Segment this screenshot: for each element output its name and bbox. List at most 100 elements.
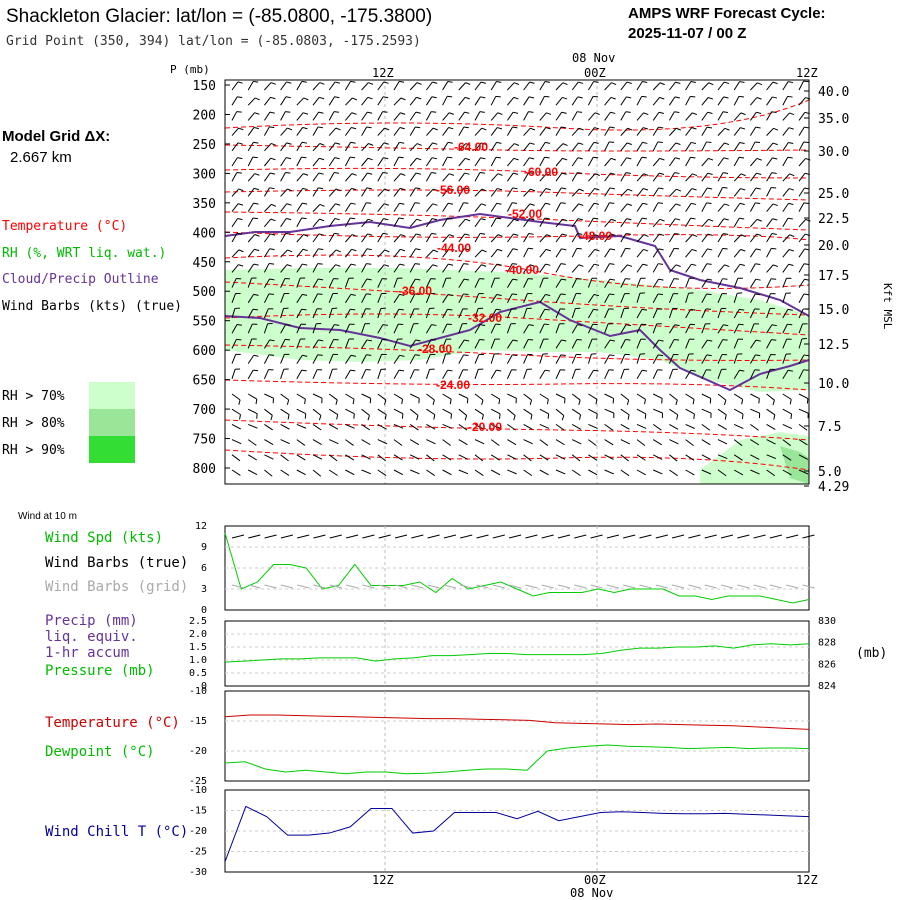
wind-barb	[539, 263, 546, 273]
wind-barb	[377, 188, 385, 197]
wind-barb	[263, 369, 269, 380]
wind-barb-flag	[692, 173, 698, 177]
wind-barb	[571, 439, 582, 445]
wind-10m-barb	[606, 534, 620, 539]
wind-barb-flag	[464, 415, 468, 421]
wind-barb	[312, 97, 320, 106]
wind-barb-flag	[350, 293, 356, 296]
wind-barb-flag	[562, 157, 568, 161]
wind-barb	[393, 202, 400, 212]
top-time-12z-a: 12Z	[372, 66, 394, 80]
wind-barb	[766, 439, 776, 445]
wind-barb-flag	[238, 264, 244, 267]
wind-barb	[733, 263, 741, 273]
wind-barb	[523, 339, 529, 349]
panel-frame	[224, 620, 810, 687]
wind-barb-flag	[238, 203, 244, 206]
wind-barb	[263, 339, 271, 349]
wind-barb	[393, 393, 403, 400]
wind-barb-flag	[544, 369, 550, 372]
wind-barb-flag	[252, 156, 258, 159]
wind-barb	[312, 408, 322, 416]
wind-barb	[766, 142, 774, 152]
wind-barb-flag	[544, 156, 550, 159]
wind-barb	[490, 249, 498, 258]
wind-barb	[393, 338, 399, 349]
wind-barb-flag	[512, 187, 518, 190]
wind-barb	[733, 142, 741, 152]
wind-barb	[668, 354, 674, 364]
wind-barb	[620, 203, 628, 212]
wind-barb	[555, 248, 562, 258]
wind-10m-barb	[590, 534, 603, 539]
wind-barb	[344, 294, 352, 304]
pressure-tick-label: 700	[193, 403, 216, 418]
wind-barb-flag	[286, 399, 290, 405]
wind-barb	[247, 338, 253, 349]
wind-barb-flag	[383, 81, 389, 84]
wind-barb-flag	[384, 414, 387, 420]
wind-barb-flag	[464, 111, 470, 114]
wind-barb-flag	[432, 81, 438, 84]
wind-barb-flag	[561, 278, 567, 281]
wind-barb-flag	[479, 111, 485, 113]
wind-barb	[523, 157, 530, 167]
wind-barb-flag	[529, 81, 535, 84]
wind-barb	[587, 156, 594, 167]
panel-tick-label: -30	[189, 867, 207, 878]
wind-barb	[782, 393, 792, 400]
pressure-tick-label: 350	[193, 197, 216, 212]
wind-barb-flag	[512, 293, 518, 296]
wind-barb	[523, 188, 531, 197]
wind-barb	[345, 248, 352, 258]
wind-barb-flag	[626, 81, 632, 84]
wind-barb-flag	[773, 414, 776, 420]
wind-barb	[555, 158, 563, 167]
wind-barb	[442, 249, 450, 258]
wind-barb	[231, 203, 239, 212]
wind-barb-flag	[399, 263, 405, 266]
wind-barb	[312, 439, 322, 446]
wind-barbs-grid-label: Wind Barbs (grid)	[45, 579, 188, 595]
wind-barb-flag	[724, 264, 730, 268]
wind-barb-flag	[319, 218, 325, 222]
wind-barb	[344, 323, 351, 334]
wind-barb	[604, 126, 611, 136]
wind-barb-flag	[513, 415, 516, 421]
wind-barb	[523, 264, 531, 273]
wind-barb-flag	[270, 96, 276, 100]
wind-10m-grid-barb	[492, 584, 505, 589]
wind-barb	[231, 454, 241, 462]
ylabel-pressure: P (mb)	[170, 63, 210, 76]
wind-barb-flag	[625, 339, 631, 341]
wind-barb	[263, 308, 269, 319]
wind-barb-flag	[676, 127, 682, 131]
wind-barb	[458, 263, 465, 273]
wind-barb-flag	[740, 127, 746, 130]
wind-barb-flag	[350, 202, 356, 205]
wind-barb-flag	[739, 141, 745, 144]
wind-barb	[587, 203, 595, 212]
wind-barb	[733, 309, 740, 319]
wind-barb-flag	[335, 127, 341, 131]
wind-barb	[588, 249, 596, 258]
wind-barb	[668, 218, 676, 228]
wind-barb	[587, 127, 595, 136]
wind-10m-grid-barb	[574, 584, 587, 589]
wind-10m-barb	[557, 534, 571, 539]
wind-barb-flag	[416, 143, 422, 146]
wind-barb	[296, 81, 303, 91]
wind-barb	[750, 454, 760, 460]
isotherm-label: -56.00	[436, 183, 470, 197]
wind-barb	[798, 454, 809, 460]
wind-barb	[523, 324, 530, 334]
wind-barb	[474, 469, 484, 477]
wind-barb-flag	[416, 415, 419, 421]
wind-barb	[571, 188, 580, 197]
wind-barb	[442, 156, 448, 167]
wind-barb-flag	[481, 414, 484, 420]
wind-barb-flag	[351, 173, 357, 176]
wind-barb	[668, 233, 676, 243]
wind-barb	[701, 469, 712, 475]
wind-barb-flag	[382, 324, 388, 326]
